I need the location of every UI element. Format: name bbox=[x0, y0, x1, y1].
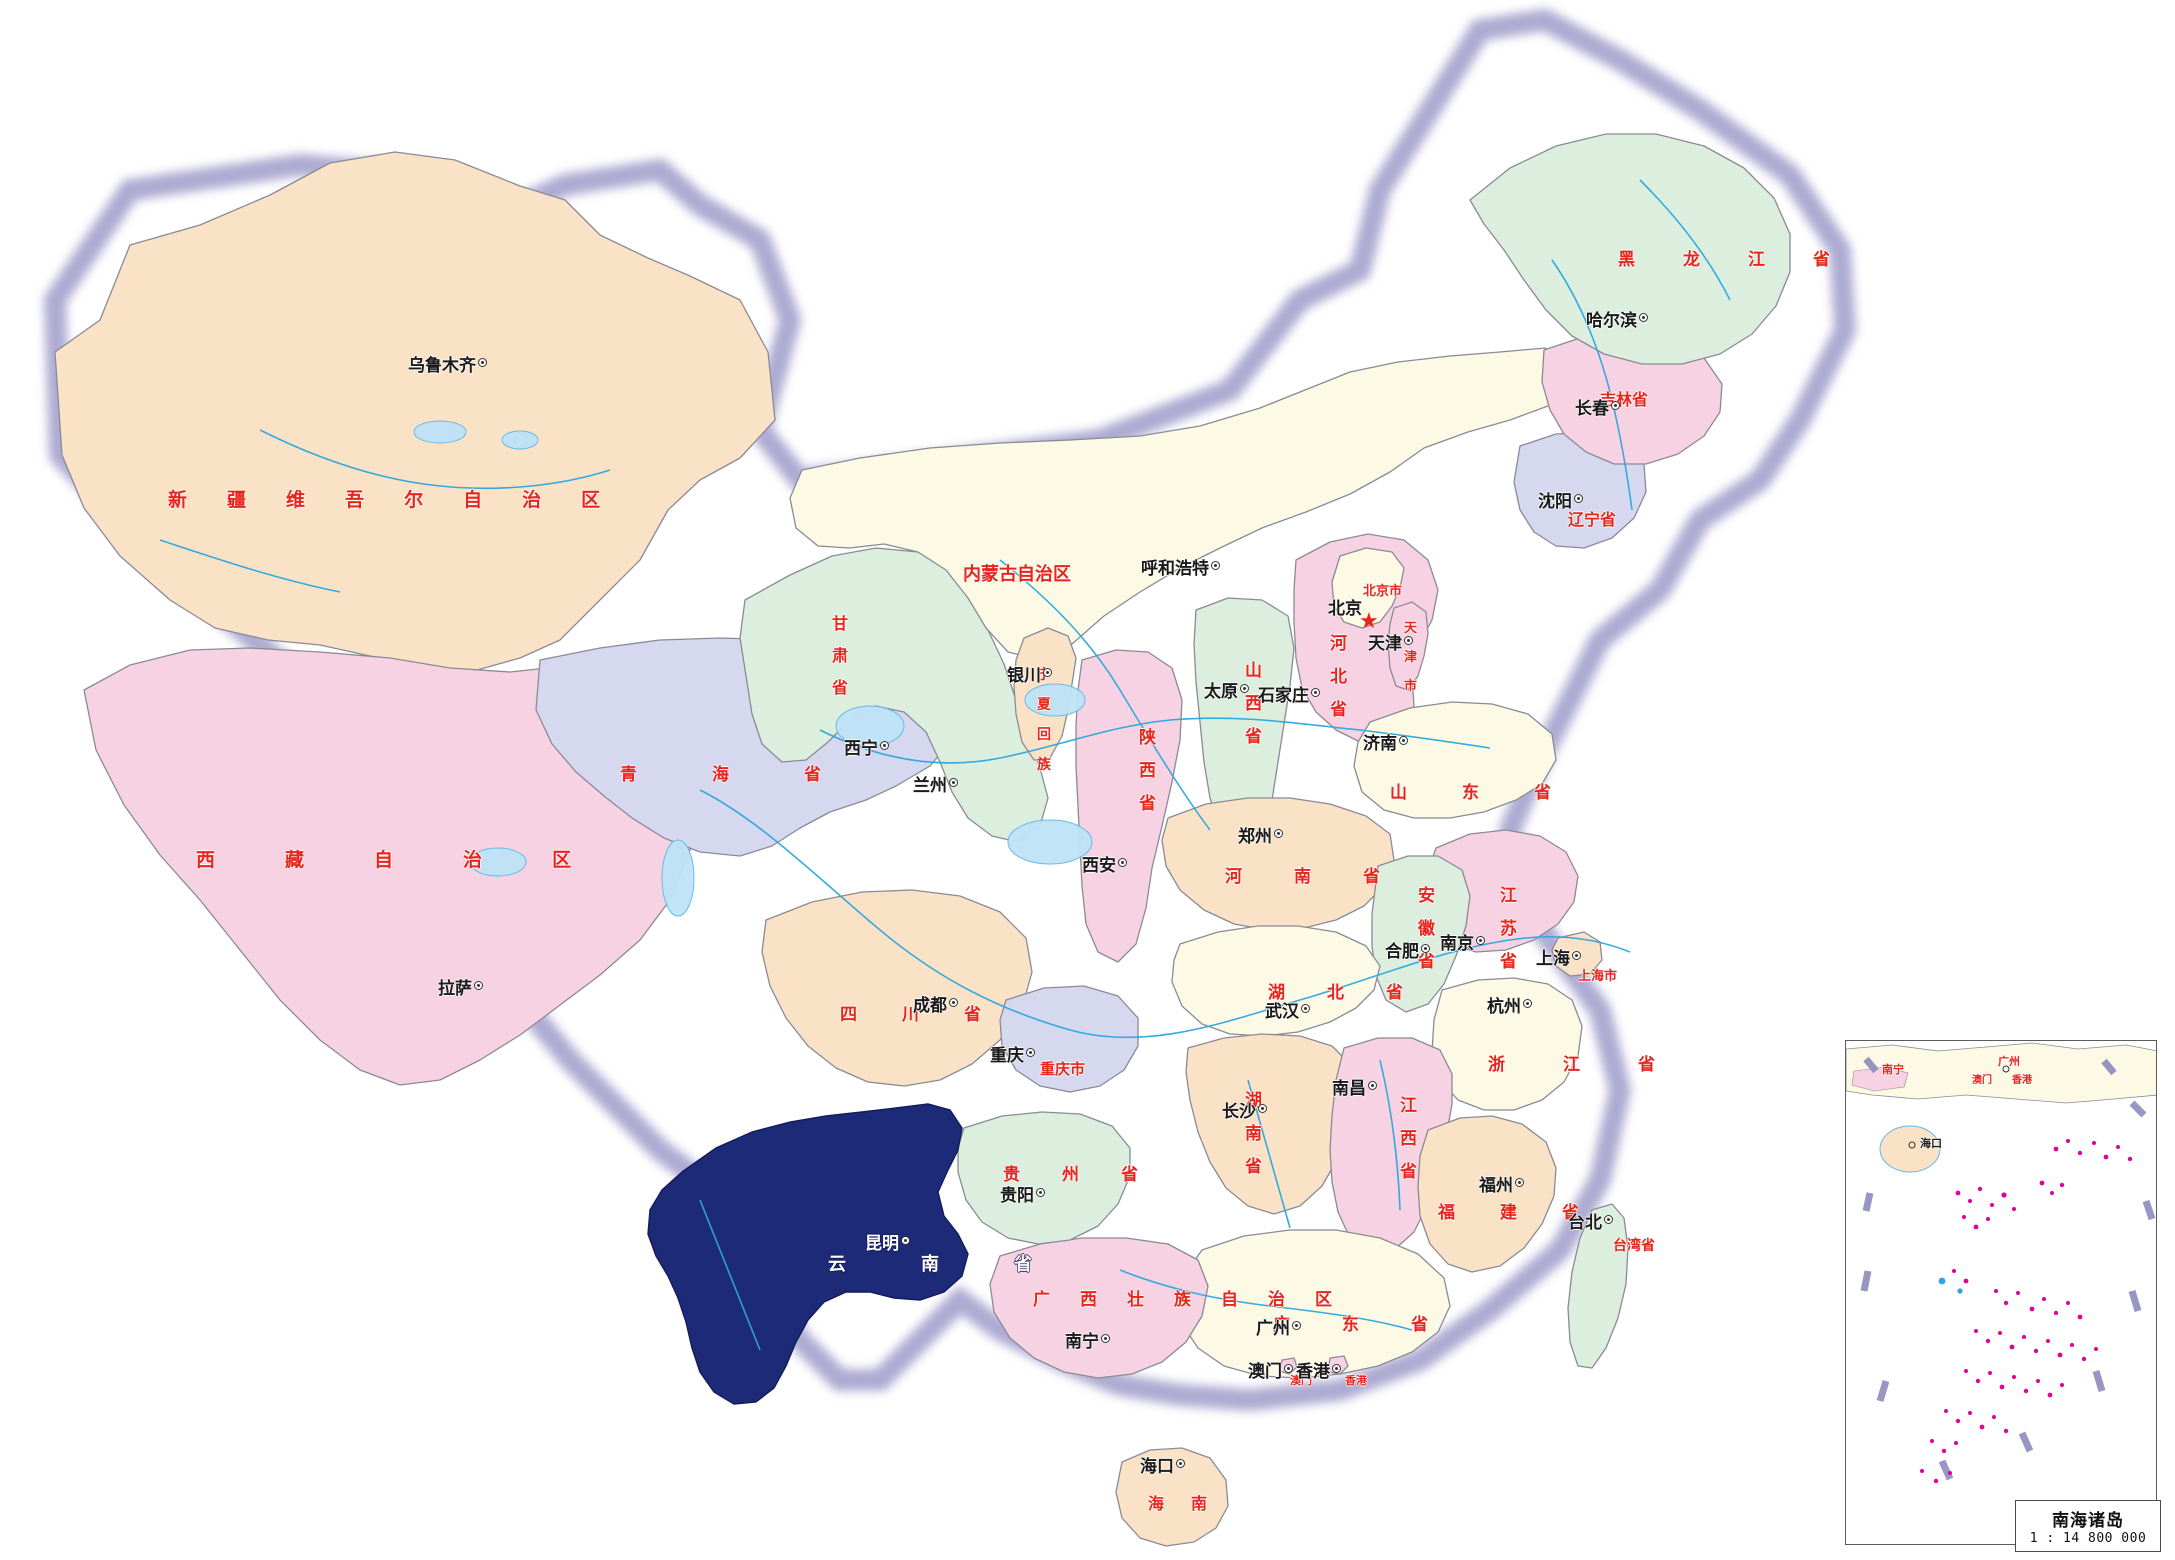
city-marker-icon bbox=[1476, 936, 1485, 945]
province-hunan[interactable] bbox=[1185, 1033, 1357, 1215]
city-marker-icon bbox=[949, 778, 958, 787]
city-marker-icon bbox=[1258, 1104, 1267, 1113]
city-marker-icon bbox=[1574, 494, 1583, 503]
city-marker-icon bbox=[1515, 1178, 1524, 1187]
city-marker-icon bbox=[1176, 1459, 1185, 1468]
province-hainan[interactable] bbox=[1115, 1447, 1229, 1547]
city-marker-icon bbox=[474, 981, 483, 990]
province-tibet[interactable] bbox=[83, 647, 701, 1086]
city-marker-icon bbox=[1311, 688, 1320, 697]
province-taiwan[interactable] bbox=[1567, 1203, 1629, 1369]
province-guizhou[interactable] bbox=[957, 1111, 1131, 1245]
inset-scale: 1 : 14 800 000 bbox=[2029, 1531, 2147, 1546]
province-inner-mongolia[interactable] bbox=[789, 347, 1573, 661]
province-henan[interactable] bbox=[1161, 797, 1395, 931]
city-marker-icon bbox=[478, 358, 487, 367]
city-marker-icon bbox=[1284, 1364, 1293, 1373]
municipality-chongqing[interactable] bbox=[999, 985, 1139, 1093]
city-marker-icon bbox=[1399, 736, 1408, 745]
city-marker-icon bbox=[1036, 1188, 1045, 1197]
city-marker-icon bbox=[1043, 668, 1052, 677]
province-sichuan[interactable] bbox=[761, 889, 1033, 1087]
inset-title: 南海诸岛 bbox=[2052, 1511, 2124, 1531]
city-marker-icon bbox=[1274, 829, 1283, 838]
city-marker-icon bbox=[1026, 1048, 1035, 1057]
province-yunnan-highlight[interactable] bbox=[647, 1103, 969, 1405]
city-marker-icon bbox=[1639, 313, 1648, 322]
province-shaanxi[interactable] bbox=[1075, 649, 1183, 963]
province-xinjiang[interactable] bbox=[54, 151, 776, 673]
province-polygons bbox=[54, 133, 1791, 1547]
city-marker-icon bbox=[1101, 1334, 1110, 1343]
city-marker-icon bbox=[1301, 1004, 1310, 1013]
city-marker-icon bbox=[1523, 999, 1532, 1008]
province-shandong[interactable] bbox=[1353, 701, 1557, 819]
city-marker-icon bbox=[1421, 944, 1430, 953]
city-marker-icon bbox=[1118, 858, 1127, 867]
inset-map-svg bbox=[1846, 1042, 2156, 1484]
city-marker-icon bbox=[1292, 1321, 1301, 1330]
city-marker-icon bbox=[1332, 1364, 1341, 1373]
province-guangxi[interactable] bbox=[989, 1237, 1209, 1379]
municipality-beijing[interactable] bbox=[1331, 547, 1405, 629]
city-marker-icon bbox=[1572, 951, 1581, 960]
province-hubei[interactable] bbox=[1171, 925, 1381, 1037]
city-marker-icon bbox=[1404, 636, 1413, 645]
city-marker-icon bbox=[1368, 1081, 1377, 1090]
city-marker-icon bbox=[1211, 561, 1220, 570]
city-marker-icon bbox=[1611, 401, 1620, 410]
city-marker-icon bbox=[1240, 684, 1249, 693]
south-china-sea-inset[interactable]: 南宁 广州 澳门 香港 海口 bbox=[1845, 1040, 2157, 1545]
city-marker-icon bbox=[880, 741, 889, 750]
city-marker-icon bbox=[1604, 1215, 1613, 1224]
rivers-and-lakes bbox=[159, 179, 1731, 1351]
coastline-halo bbox=[43, 8, 1857, 1412]
province-heilongjiang[interactable] bbox=[1469, 133, 1791, 365]
municipality-tianjin[interactable] bbox=[1387, 601, 1429, 691]
province-zhejiang[interactable] bbox=[1431, 977, 1583, 1111]
city-marker-icon bbox=[901, 1236, 910, 1245]
city-marker-icon bbox=[949, 998, 958, 1007]
capital-star-icon: ★ bbox=[1359, 609, 1379, 634]
province-fujian[interactable] bbox=[1417, 1115, 1557, 1273]
inset-caption-box: 南海诸岛 1 : 14 800 000 bbox=[2015, 1500, 2161, 1552]
